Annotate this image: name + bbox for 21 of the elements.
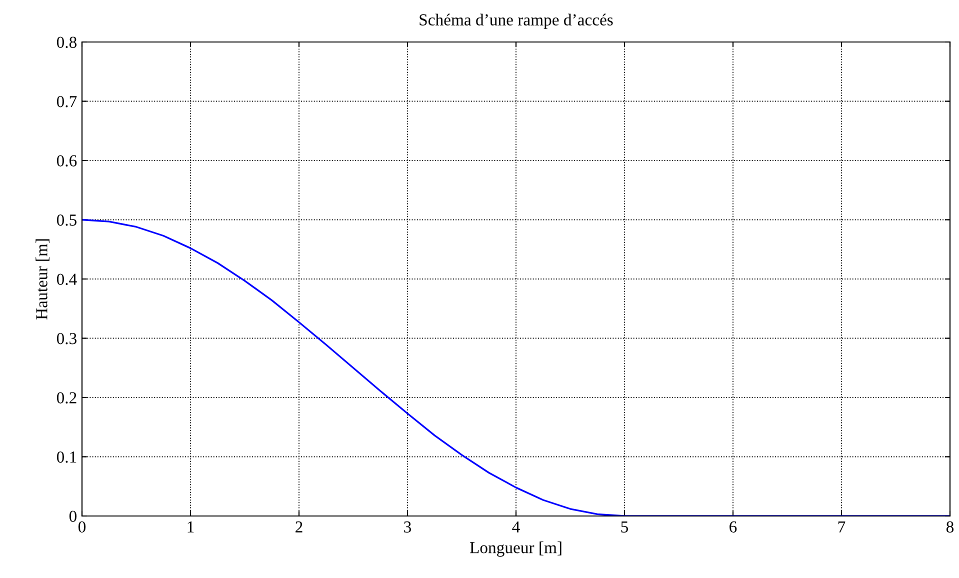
y-tick-label: 0.1 — [56, 451, 76, 463]
y-tick-label: 0.5 — [56, 214, 76, 226]
x-tick-label: 8 — [946, 521, 954, 533]
y-tick-label: 0 — [69, 510, 77, 522]
x-tick-label: 0 — [78, 521, 86, 533]
x-tick-label: 6 — [730, 521, 737, 533]
y-tick-label: 0.7 — [56, 96, 77, 108]
y-tick-label: 0.3 — [56, 332, 76, 344]
chart-title: Schéma d’une rampe d’accés — [420, 14, 613, 29]
x-tick-label: 4 — [512, 521, 520, 532]
x-axis-title: Longueur [m] — [470, 542, 562, 557]
y-tick-label: 0.6 — [56, 155, 77, 167]
x-tick-label: 1 — [188, 521, 194, 532]
x-tick-label: 2 — [296, 521, 302, 532]
x-tick-label: 7 — [838, 522, 846, 532]
y-tick-label: 0.8 — [56, 36, 77, 48]
y-tick-label: 0.4 — [56, 274, 77, 286]
y-axis-title: Hauteur [m] — [36, 239, 50, 320]
y-tick-label: 0.2 — [56, 392, 76, 404]
x-tick-label: 5 — [621, 522, 628, 533]
x-tick-label: 3 — [404, 521, 412, 533]
